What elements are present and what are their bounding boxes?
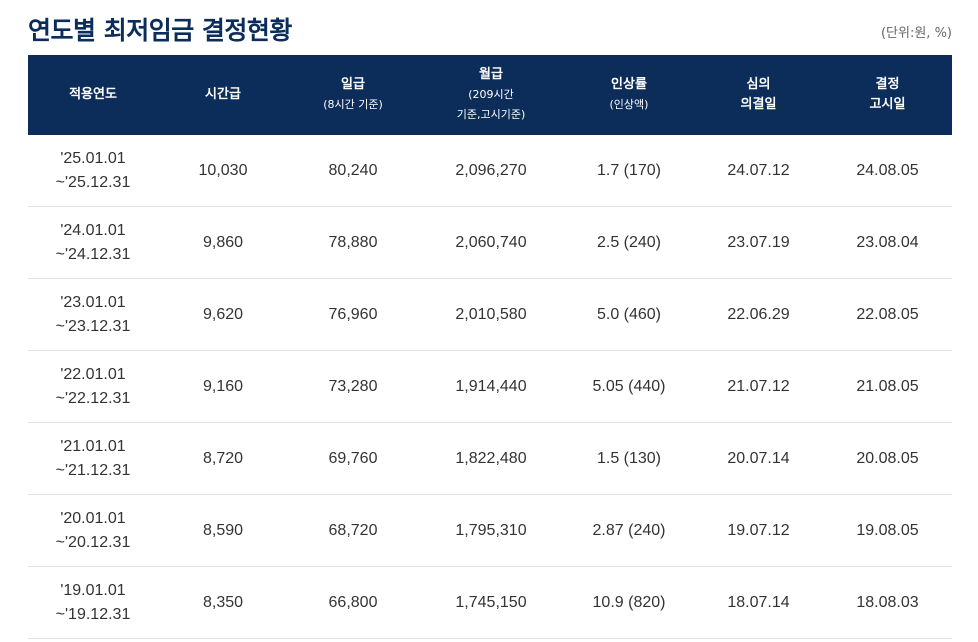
period-start: '25.01.01 bbox=[60, 149, 126, 167]
increase-rate-cell: 5.05 (440) bbox=[564, 350, 694, 423]
notice-date-cell: 19.08.05 bbox=[823, 494, 952, 567]
period-cell: '25.01.01 ~'25.12.31 bbox=[28, 135, 158, 207]
header-hourly: 시간급 bbox=[158, 55, 288, 135]
daily-wage-cell: 73,280 bbox=[288, 350, 418, 423]
period-end: ~'20.12.31 bbox=[55, 533, 131, 551]
header-sublabel: (인상액) bbox=[609, 98, 649, 111]
period-end: ~'22.12.31 bbox=[55, 389, 131, 407]
notice-date-cell: 22.08.05 bbox=[823, 278, 952, 351]
monthly-wage-cell: 1,795,310 bbox=[418, 494, 564, 567]
monthly-wage-cell: 1,914,440 bbox=[418, 350, 564, 423]
daily-wage-cell: 68,720 bbox=[288, 494, 418, 567]
period-start: '22.01.01 bbox=[60, 365, 126, 383]
header-sublabel: 기준,고시기준) bbox=[456, 108, 526, 121]
header-sublabel: (8시간 기준) bbox=[323, 98, 383, 111]
increase-rate-cell: 1.5 (130) bbox=[564, 422, 694, 495]
hourly-wage-cell: 9,860 bbox=[158, 206, 288, 279]
period-end: ~'23.12.31 bbox=[55, 317, 131, 335]
hourly-wage-cell: 9,620 bbox=[158, 278, 288, 351]
table-row: '24.01.01 ~'24.12.31 9,860 78,880 2,060,740 2… bbox=[28, 206, 952, 279]
hourly-wage-cell: 8,350 bbox=[158, 566, 288, 639]
hourly-wage-cell: 8,590 bbox=[158, 494, 288, 567]
period-cell: '19.01.01 ~'19.12.31 bbox=[28, 566, 158, 639]
increase-rate-cell: 1.7 (170) bbox=[564, 135, 694, 207]
increase-rate-cell: 2.5 (240) bbox=[564, 206, 694, 279]
period-start: '20.01.01 bbox=[60, 509, 126, 527]
header-label: 적용연도 bbox=[69, 87, 117, 102]
header-increase: 인상률 (인상액) bbox=[564, 55, 694, 135]
header-label: 인상률 bbox=[611, 77, 647, 92]
header-label: 일급 bbox=[341, 77, 365, 92]
header-sublabel: (209시간 bbox=[468, 88, 514, 101]
increase-rate-cell: 5.0 (460) bbox=[564, 278, 694, 351]
resolution-date-cell: 22.06.29 bbox=[694, 278, 823, 351]
daily-wage-cell: 76,960 bbox=[288, 278, 418, 351]
period-cell: '24.01.01 ~'24.12.31 bbox=[28, 206, 158, 279]
resolution-date-cell: 23.07.19 bbox=[694, 206, 823, 279]
period-end: ~'19.12.31 bbox=[55, 605, 131, 623]
notice-date-cell: 24.08.05 bbox=[823, 135, 952, 207]
hourly-wage-cell: 9,160 bbox=[158, 350, 288, 423]
table-row: '19.01.01 ~'19.12.31 8,350 66,800 1,745,150 1… bbox=[28, 566, 952, 639]
daily-wage-cell: 69,760 bbox=[288, 422, 418, 495]
header-label: 의결일 bbox=[740, 97, 777, 112]
period-start: '19.01.01 bbox=[60, 581, 126, 599]
header-period: 적용연도 bbox=[28, 55, 158, 135]
page-title: 연도별 최저임금 결정현황 bbox=[28, 16, 292, 45]
monthly-wage-cell: 2,096,270 bbox=[418, 135, 564, 207]
period-cell: '23.01.01 ~'23.12.31 bbox=[28, 278, 158, 351]
header-label: 월급 bbox=[479, 67, 503, 82]
resolution-date-cell: 19.07.12 bbox=[694, 494, 823, 567]
period-start: '23.01.01 bbox=[60, 293, 126, 311]
notice-date-cell: 18.08.03 bbox=[823, 566, 952, 639]
notice-date-cell: 21.08.05 bbox=[823, 350, 952, 423]
header-daily: 일급 (8시간 기준) bbox=[288, 55, 418, 135]
monthly-wage-cell: 1,745,150 bbox=[418, 566, 564, 639]
monthly-wage-cell: 2,060,740 bbox=[418, 206, 564, 279]
period-start: '24.01.01 bbox=[60, 221, 126, 239]
increase-rate-cell: 10.9 (820) bbox=[564, 566, 694, 639]
period-end: ~'21.12.31 bbox=[55, 461, 131, 479]
table-row: '21.01.01 ~'21.12.31 8,720 69,760 1,822,480 1… bbox=[28, 422, 952, 495]
period-cell: '20.01.01 ~'20.12.31 bbox=[28, 494, 158, 567]
increase-rate-cell: 2.87 (240) bbox=[564, 494, 694, 567]
resolution-date-cell: 18.07.14 bbox=[694, 566, 823, 639]
table-row: '20.01.01 ~'20.12.31 8,590 68,720 1,795,310 2… bbox=[28, 494, 952, 567]
table-body: '25.01.01 ~'25.12.31 10,030 80,240 2,096,270… bbox=[28, 135, 952, 639]
page-header: 연도별 최저임금 결정현황 (단위:원, %) bbox=[28, 0, 952, 55]
notice-date-cell: 20.08.05 bbox=[823, 422, 952, 495]
header-label: 심의 bbox=[746, 77, 771, 92]
hourly-wage-cell: 8,720 bbox=[158, 422, 288, 495]
header-label: 고시일 bbox=[869, 97, 906, 112]
period-end: ~'25.12.31 bbox=[55, 173, 131, 191]
resolution-date-cell: 21.07.12 bbox=[694, 350, 823, 423]
period-cell: '21.01.01 ~'21.12.31 bbox=[28, 422, 158, 495]
resolution-date-cell: 24.07.12 bbox=[694, 135, 823, 207]
header-label: 결정 bbox=[875, 77, 900, 92]
hourly-wage-cell: 10,030 bbox=[158, 135, 288, 207]
header-label: 시간급 bbox=[205, 87, 241, 102]
unit-note: (단위:원, %) bbox=[880, 26, 952, 41]
period-cell: '22.01.01 ~'22.12.31 bbox=[28, 350, 158, 423]
resolution-date-cell: 20.07.14 bbox=[694, 422, 823, 495]
daily-wage-cell: 66,800 bbox=[288, 566, 418, 639]
notice-date-cell: 23.08.04 bbox=[823, 206, 952, 279]
daily-wage-cell: 78,880 bbox=[288, 206, 418, 279]
table-row: '23.01.01 ~'23.12.31 9,620 76,960 2,010,580 5… bbox=[28, 278, 952, 351]
period-end: ~'24.12.31 bbox=[55, 245, 131, 263]
monthly-wage-cell: 1,822,480 bbox=[418, 422, 564, 495]
daily-wage-cell: 80,240 bbox=[288, 135, 418, 207]
table-row: '25.01.01 ~'25.12.31 10,030 80,240 2,096,270… bbox=[28, 135, 952, 207]
monthly-wage-cell: 2,010,580 bbox=[418, 278, 564, 351]
period-start: '21.01.01 bbox=[60, 437, 126, 455]
table-row: '22.01.01 ~'22.12.31 9,160 73,280 1,914,440 5… bbox=[28, 350, 952, 423]
